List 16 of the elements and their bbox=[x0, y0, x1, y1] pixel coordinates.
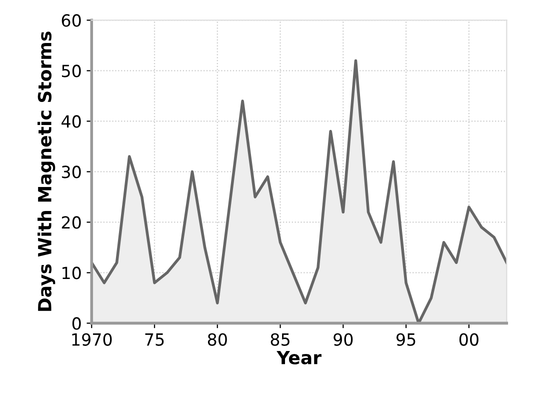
x-axis-title: Year bbox=[276, 350, 322, 364]
y-tick-label: 20 bbox=[62, 216, 81, 229]
y-tick-label: 40 bbox=[62, 115, 81, 128]
x-tick-label: 95 bbox=[396, 333, 416, 346]
x-tick-label: 85 bbox=[270, 333, 290, 346]
x-tick-label: 00 bbox=[459, 333, 478, 346]
y-axis-title: Days With Magnetic Storms bbox=[38, 32, 56, 311]
x-tick-label: 80 bbox=[208, 333, 227, 346]
y-tick-label: 10 bbox=[62, 266, 81, 280]
x-tick-label: 1970 bbox=[72, 333, 112, 346]
y-tick-label: 0 bbox=[72, 317, 81, 330]
y-tick-label: 60 bbox=[62, 14, 81, 27]
x-tick-label: 90 bbox=[334, 333, 353, 346]
x-tick-label: 75 bbox=[145, 333, 164, 346]
y-tick-label: 30 bbox=[62, 166, 81, 178]
y-tick-label: 50 bbox=[62, 64, 81, 78]
